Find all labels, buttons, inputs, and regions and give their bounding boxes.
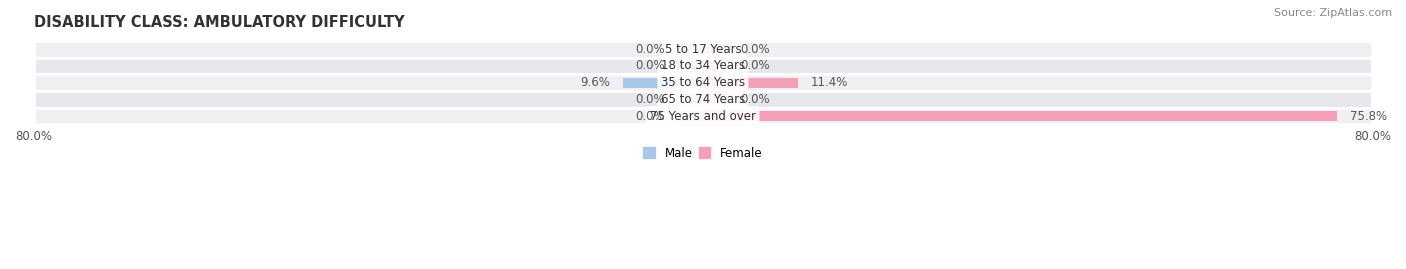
Text: 0.0%: 0.0% <box>741 43 770 56</box>
Text: 75 Years and over: 75 Years and over <box>650 109 756 123</box>
Bar <box>703 61 728 71</box>
Text: 11.4%: 11.4% <box>811 76 848 89</box>
Bar <box>678 44 703 54</box>
Text: 65 to 74 Years: 65 to 74 Years <box>661 93 745 106</box>
Bar <box>34 91 1372 108</box>
Text: 0.0%: 0.0% <box>636 43 665 56</box>
Text: 0.0%: 0.0% <box>741 93 770 106</box>
Text: 0.0%: 0.0% <box>636 109 665 123</box>
Text: 0.0%: 0.0% <box>636 93 665 106</box>
Bar <box>34 58 1372 74</box>
Bar <box>703 111 1337 121</box>
Bar <box>623 78 703 88</box>
Bar <box>678 61 703 71</box>
Text: 5 to 17 Years: 5 to 17 Years <box>665 43 741 56</box>
Text: 9.6%: 9.6% <box>581 76 610 89</box>
Text: 0.0%: 0.0% <box>741 59 770 72</box>
Text: 75.8%: 75.8% <box>1350 109 1386 123</box>
Bar <box>703 94 728 104</box>
Bar <box>34 74 1372 91</box>
Text: 18 to 34 Years: 18 to 34 Years <box>661 59 745 72</box>
Bar <box>678 111 703 121</box>
Text: 0.0%: 0.0% <box>636 59 665 72</box>
Bar <box>703 78 799 88</box>
Legend: Male, Female: Male, Female <box>638 142 768 165</box>
Bar <box>34 41 1372 58</box>
Bar <box>678 94 703 104</box>
Bar <box>703 44 728 54</box>
Bar <box>34 108 1372 125</box>
Text: 35 to 64 Years: 35 to 64 Years <box>661 76 745 89</box>
Text: Source: ZipAtlas.com: Source: ZipAtlas.com <box>1274 8 1392 18</box>
Text: DISABILITY CLASS: AMBULATORY DIFFICULTY: DISABILITY CLASS: AMBULATORY DIFFICULTY <box>34 15 404 30</box>
